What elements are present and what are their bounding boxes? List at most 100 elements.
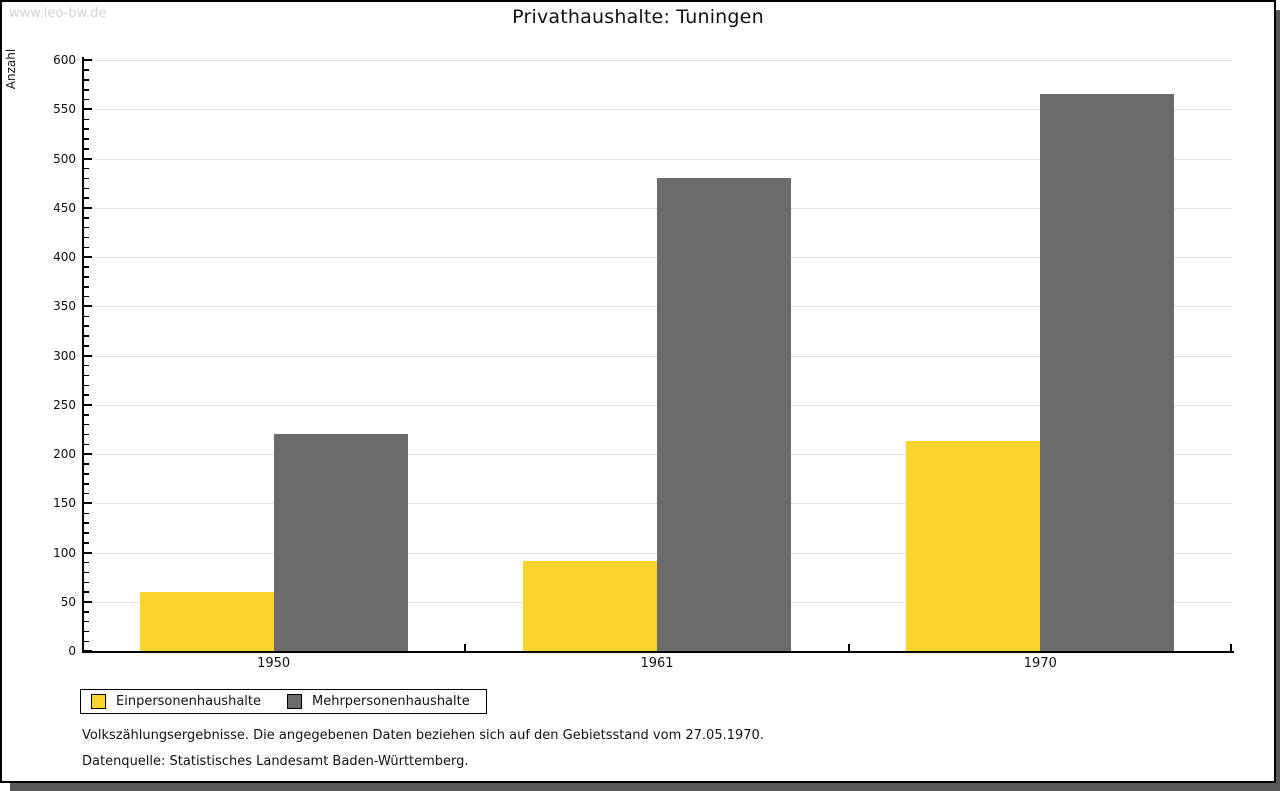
y-minor-tick-340 [84,315,89,318]
y-minor-tick-370 [84,286,89,288]
x-tick-1 [464,644,467,651]
bar-mehrpersonenhaushalte-1961 [657,178,791,651]
y-major-tick-200 [84,453,92,455]
legend-item-einpersonenhaushalte: Einpersonenhaushalte [91,694,261,709]
legend: Einpersonenhaushalte Mehrpersonenhaushal… [80,689,487,714]
y-minor-tick-190 [84,463,89,465]
y-minor-tick-570 [84,89,89,91]
y-minor-tick-180 [84,473,89,475]
y-minor-tick-460 [84,197,89,199]
y-minor-tick-280 [84,374,89,377]
y-tick-label-550: 550 [53,102,76,117]
y-minor-tick-160 [84,492,89,495]
y-minor-tick-240 [84,414,89,416]
y-minor-tick-410 [84,246,89,249]
y-major-tick-350 [84,305,92,308]
y-minor-tick-330 [84,325,89,327]
y-minor-tick-420 [84,236,89,239]
watermark: www.leo-bw.de [9,6,107,21]
y-tick-label-450: 450 [53,200,76,215]
y-tick-label-150: 150 [53,496,76,511]
x-axis-line [82,651,1234,653]
x-tick-3 [1230,644,1232,651]
y-minor-tick-130 [84,522,89,524]
y-tick-label-200: 200 [53,447,76,461]
y-tick-label-600: 600 [53,53,76,67]
y-minor-tick-540 [84,118,89,121]
y-minor-tick-470 [84,187,89,190]
gridline-600 [84,60,1232,61]
gridline-500 [84,158,1232,160]
x-category-label-1950: 1950 [257,656,291,671]
y-minor-tick-170 [84,483,89,485]
y-minor-tick-120 [84,532,89,534]
y-axis-line [82,57,84,653]
y-minor-tick-140 [84,512,89,515]
y-major-tick-100 [84,551,92,554]
y-major-tick-500 [84,157,92,160]
y-minor-tick-310 [84,345,89,347]
y-minor-tick-320 [84,335,89,337]
x-tick-2 [847,644,850,651]
y-tick-label-0: 0 [68,644,76,658]
y-axis-label: Anzahl [4,48,18,90]
y-minor-tick-520 [84,138,89,140]
footnote-census-note: Volkszählungsergebnisse. Die angegebenen… [82,728,764,743]
y-minor-tick-40 [84,611,89,613]
y-minor-tick-290 [84,364,89,367]
y-major-tick-400 [84,256,92,258]
bar-einpersonenhaushalte-1950 [139,591,274,651]
x-category-label-1970: 1970 [1023,656,1057,671]
y-major-tick-450 [84,206,92,209]
bar-mehrpersonenhaushalte-1970 [1040,94,1175,651]
y-minor-tick-390 [84,266,89,268]
legend-swatch-einpersonenhaushalte [91,694,106,709]
y-tick-label-50: 50 [60,594,76,609]
y-major-tick-300 [84,354,92,357]
y-minor-tick-20 [84,630,89,633]
legend-item-mehrpersonenhaushalte: Mehrpersonenhaushalte [287,694,470,709]
y-tick-label-350: 350 [53,299,76,314]
y-minor-tick-480 [84,177,89,180]
y-major-tick-250 [84,403,92,406]
bar-einpersonenhaushalte-1970 [906,441,1041,651]
y-tick-label-100: 100 [53,545,76,560]
x-category-label-1961: 1961 [640,656,674,671]
y-minor-tick-10 [84,640,89,643]
y-minor-tick-260 [84,394,89,396]
y-minor-tick-60 [84,591,89,593]
y-minor-tick-90 [84,561,89,564]
y-minor-tick-270 [84,384,89,387]
y-minor-tick-590 [84,69,89,71]
y-tick-label-250: 250 [53,397,76,412]
y-minor-tick-360 [84,295,89,298]
legend-swatch-mehrpersonenhaushalte [287,694,302,709]
legend-label-einpersonenhaushalte: Einpersonenhaushalte [116,694,261,709]
y-minor-tick-380 [84,276,89,278]
footnote-data-source: Datenquelle: Statistisches Landesamt Bad… [82,754,469,769]
gridline-550 [84,109,1232,111]
y-minor-tick-210 [84,443,89,446]
y-minor-tick-440 [84,217,89,219]
y-major-tick-600 [84,59,92,61]
y-minor-tick-530 [84,128,89,130]
y-minor-tick-560 [84,98,89,101]
y-minor-tick-430 [84,226,89,229]
y-major-tick-550 [84,108,92,111]
y-minor-tick-110 [84,542,89,544]
bar-einpersonenhaushalte-1961 [523,561,657,651]
y-minor-tick-230 [84,423,89,426]
legend-label-mehrpersonenhaushalte: Mehrpersonenhaushalte [312,694,470,709]
y-minor-tick-30 [84,620,89,623]
bar-mehrpersonenhaushalte-1950 [273,434,408,651]
y-minor-tick-70 [84,581,89,584]
chart-title: Privathaushalte: Tuningen [512,6,764,28]
y-major-tick-150 [84,502,92,505]
y-minor-tick-490 [84,167,89,170]
y-minor-tick-580 [84,79,89,81]
y-tick-label-400: 400 [53,250,76,264]
y-minor-tick-220 [84,433,89,436]
y-major-tick-50 [84,600,92,603]
y-tick-label-300: 300 [53,348,76,363]
